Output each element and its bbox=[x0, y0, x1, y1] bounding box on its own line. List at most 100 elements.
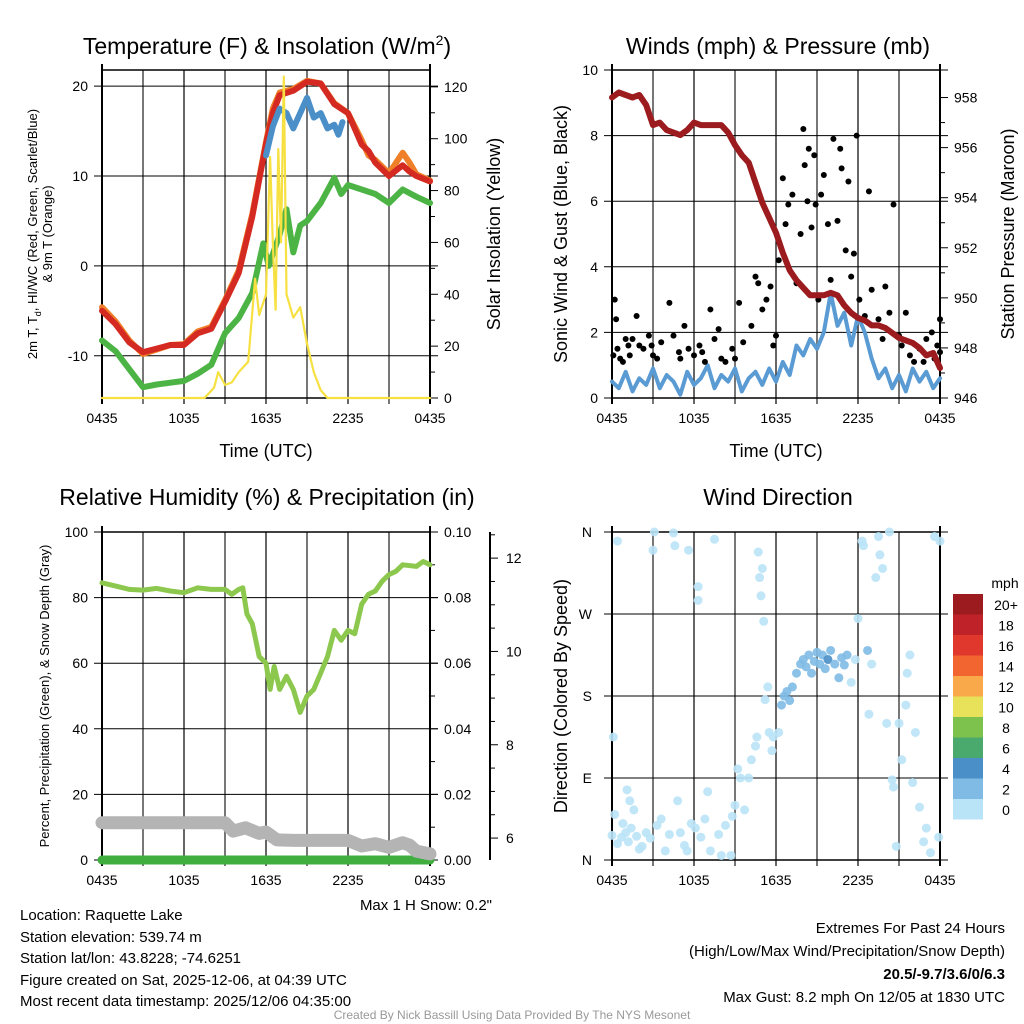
x-tick-label: 1035 bbox=[678, 872, 709, 888]
legend-swatch bbox=[953, 635, 983, 656]
direction-point bbox=[759, 616, 769, 626]
latlon-text: Station lat/lon: 43.8228; -74.6251 bbox=[20, 950, 241, 967]
gust-point bbox=[699, 349, 706, 356]
gust-point bbox=[906, 352, 913, 359]
x-tick-label: 1635 bbox=[760, 410, 791, 426]
gust-point bbox=[696, 342, 703, 349]
series-2m-t bbox=[99, 78, 433, 356]
gust-point bbox=[842, 247, 849, 254]
y2-tick-label: 120 bbox=[444, 79, 468, 95]
direction-point bbox=[632, 831, 642, 841]
gust-point bbox=[625, 342, 632, 349]
y-tick-label: 80 bbox=[72, 590, 88, 606]
direction-point bbox=[763, 682, 773, 692]
gust-point bbox=[748, 322, 755, 329]
direction-point bbox=[705, 846, 715, 856]
direction-point bbox=[863, 645, 873, 655]
y2-tick-label: 946 bbox=[954, 390, 978, 406]
recent-data-text: Most recent data timestamp: 2025/12/06 0… bbox=[20, 993, 351, 1010]
gust-point bbox=[875, 316, 882, 323]
gust-point bbox=[648, 342, 655, 349]
direction-point bbox=[830, 659, 840, 669]
direction-point bbox=[744, 773, 754, 783]
y2-tick-label: 954 bbox=[954, 190, 978, 206]
direction-point bbox=[801, 662, 811, 672]
gust-point bbox=[800, 126, 807, 133]
direction-point bbox=[625, 796, 635, 806]
snow-tick-label: 12 bbox=[506, 550, 522, 566]
legend-swatch bbox=[953, 737, 983, 758]
direction-point bbox=[684, 545, 694, 555]
direction-point bbox=[637, 841, 647, 851]
direction-point bbox=[607, 830, 617, 840]
gust-point bbox=[845, 178, 852, 185]
y2-tick-label: 956 bbox=[954, 140, 978, 156]
gust-point bbox=[785, 201, 792, 208]
gust-point bbox=[830, 135, 837, 142]
direction-point bbox=[612, 839, 622, 849]
gust-point bbox=[911, 358, 918, 365]
direction-point bbox=[915, 802, 924, 812]
y2-tick-label: 0.06 bbox=[444, 655, 471, 671]
y-tick-label: E bbox=[583, 770, 592, 786]
gust-point bbox=[837, 145, 844, 152]
gust-point bbox=[654, 355, 661, 362]
direction-point bbox=[756, 591, 766, 601]
y2-tick-label: 40 bbox=[444, 286, 460, 302]
direction-point bbox=[727, 811, 737, 821]
direction-point bbox=[652, 820, 662, 830]
direction-point bbox=[700, 814, 710, 824]
direction-point bbox=[910, 727, 920, 737]
y-tick-label: 10 bbox=[72, 168, 88, 184]
gust-point bbox=[808, 224, 815, 231]
elevation-text: Station elevation: 539.74 m bbox=[20, 929, 202, 946]
direction-y-axis-label: Direction (Colored By Speed) bbox=[551, 579, 571, 813]
gust-point bbox=[801, 162, 808, 169]
series-relative-humidity bbox=[99, 559, 433, 715]
direction-point bbox=[669, 528, 678, 538]
direction-point bbox=[891, 841, 901, 851]
direction-point bbox=[626, 823, 636, 833]
y2-tick-label: 948 bbox=[954, 340, 978, 356]
gust-point bbox=[850, 250, 857, 257]
direction-point bbox=[673, 796, 683, 806]
gust-point bbox=[928, 329, 935, 336]
gust-point bbox=[848, 273, 855, 280]
direction-point bbox=[629, 805, 639, 815]
y2-tick-label: 958 bbox=[954, 90, 978, 106]
gust-point bbox=[645, 332, 652, 339]
legend-swatch bbox=[953, 655, 983, 676]
snow-tick-label: 6 bbox=[506, 830, 514, 846]
speed-legend: mph 20+ 18 16 14 12 10 8 6 4 2 0 bbox=[953, 575, 1019, 820]
legend-swatch bbox=[953, 758, 983, 779]
gust-point bbox=[775, 257, 782, 264]
legend-label: 18 bbox=[998, 618, 1014, 634]
direction-point bbox=[787, 682, 797, 692]
gust-point bbox=[812, 201, 819, 208]
winds-chart-title: Winds (mph) & Pressure (mb) bbox=[626, 33, 930, 59]
gust-point bbox=[834, 217, 841, 224]
x-tick-label: 0435 bbox=[86, 410, 117, 426]
y2-tick-label: 950 bbox=[954, 290, 978, 306]
direction-point bbox=[660, 846, 670, 856]
gust-point bbox=[611, 296, 618, 303]
gust-point bbox=[752, 273, 759, 280]
legend-label: 2 bbox=[1002, 782, 1010, 798]
series-sonic-wind bbox=[610, 291, 942, 397]
direction-point bbox=[820, 664, 830, 674]
direction-point bbox=[714, 829, 724, 839]
direction-point bbox=[774, 727, 784, 737]
gust-point bbox=[658, 339, 665, 346]
y2-tick-label: 60 bbox=[444, 234, 460, 250]
direction-point bbox=[733, 764, 743, 774]
gust-point bbox=[670, 332, 677, 339]
credit-text: Created By Nick Bassill Using Data Provi… bbox=[334, 1008, 691, 1022]
legend-swatch bbox=[953, 696, 983, 717]
y2-tick-label: 0.04 bbox=[444, 721, 471, 737]
gust-point bbox=[805, 145, 812, 152]
gust-point bbox=[886, 309, 893, 316]
gust-point bbox=[820, 171, 827, 178]
y-tick-label: 20 bbox=[72, 786, 88, 802]
y-tick-label: W bbox=[579, 606, 593, 622]
legend-label: 12 bbox=[998, 679, 1014, 695]
